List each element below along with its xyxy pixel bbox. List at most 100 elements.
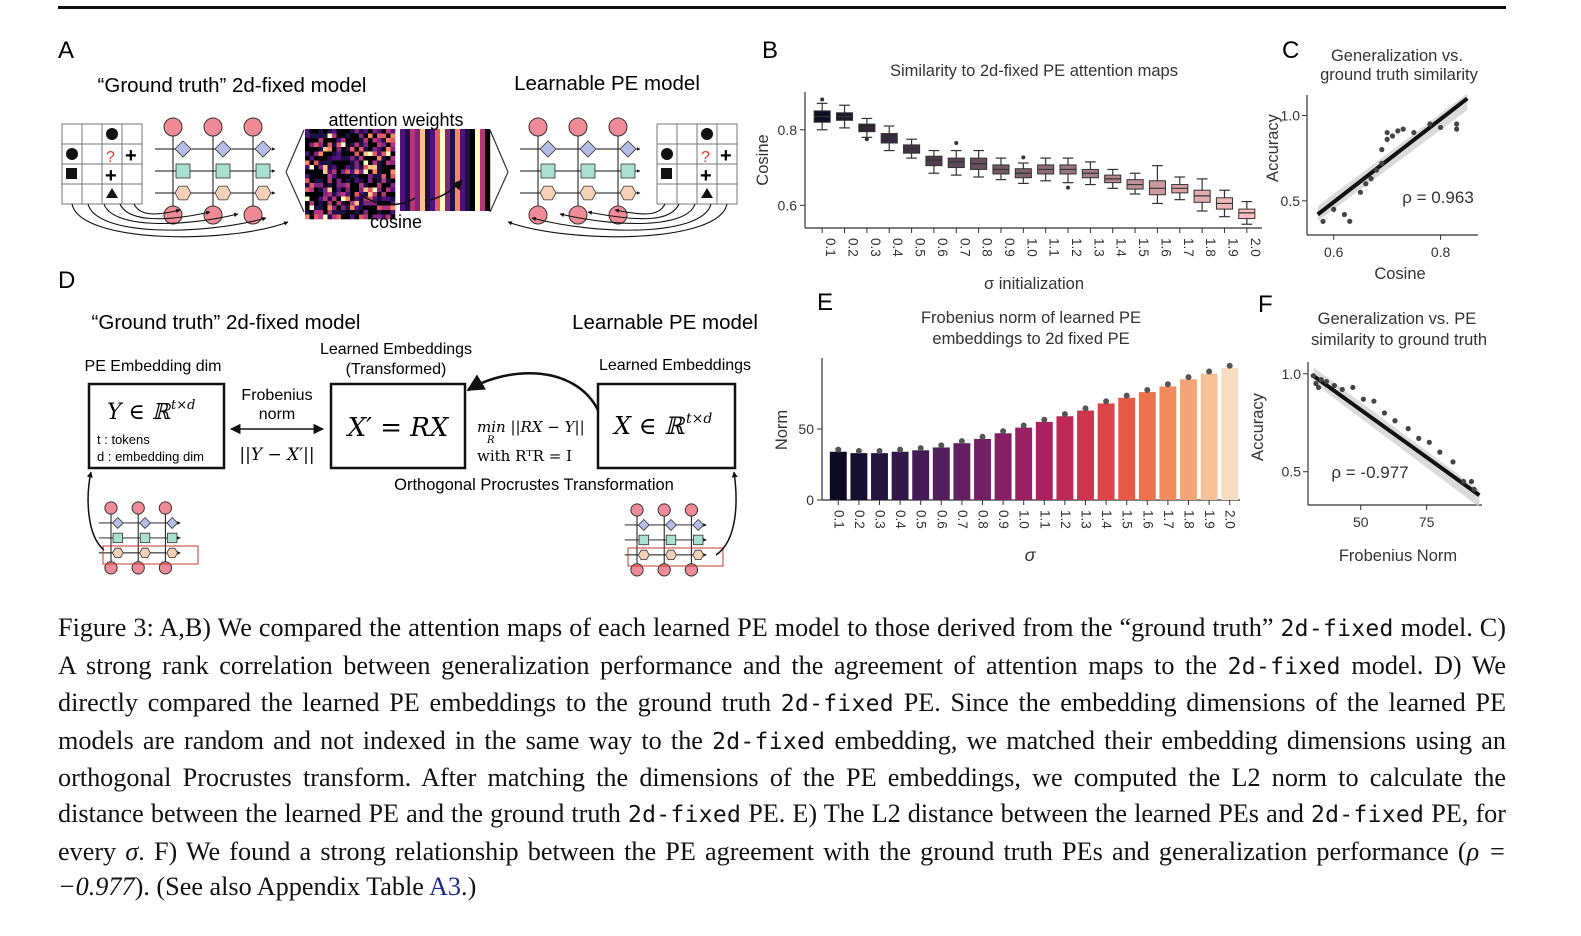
attention-cell xyxy=(323,142,328,148)
attention-cell xyxy=(336,165,342,170)
scatter-point xyxy=(1315,384,1322,391)
attention-cell xyxy=(359,174,364,179)
attention-cell xyxy=(332,214,337,220)
x-box-expr: X ∈ ℝ xyxy=(612,412,686,440)
attention-cell xyxy=(377,147,382,152)
attention-cell xyxy=(314,151,319,157)
y-tick-label: 1.0 xyxy=(1281,107,1301,123)
min-sub: R xyxy=(486,435,495,446)
attention-cell xyxy=(390,187,396,193)
attention-cell xyxy=(350,196,355,202)
attention-cell xyxy=(390,165,396,170)
bar xyxy=(1159,386,1177,500)
attention-cell xyxy=(327,138,333,143)
attention-cell xyxy=(336,214,342,220)
appendix-link[interactable]: A3 xyxy=(429,872,462,902)
bar xyxy=(871,453,888,500)
diamond-icon xyxy=(166,516,179,529)
square-icon xyxy=(167,532,178,544)
attention-cell xyxy=(372,201,378,206)
x-tick-label: 0.2 xyxy=(846,238,861,257)
bar xyxy=(1097,403,1115,500)
attention-cell xyxy=(381,165,387,170)
attention-cell xyxy=(341,160,346,166)
panel-c-title-2: ground truth similarity xyxy=(1320,66,1478,84)
attention-cell xyxy=(381,156,387,161)
attention-cell xyxy=(372,196,378,202)
attention-cell xyxy=(309,156,315,161)
attention-cell xyxy=(318,151,324,157)
caption-code: 2d-fixed xyxy=(627,801,742,828)
token-circle-icon xyxy=(528,117,548,137)
scatter-point xyxy=(1437,124,1444,131)
diamond-icon xyxy=(664,518,678,531)
attention-cell xyxy=(336,133,342,139)
attention-cell xyxy=(323,174,328,179)
attention-cell xyxy=(350,129,355,134)
attention-cell xyxy=(368,147,373,152)
attention-cell xyxy=(309,210,315,215)
attention-cell xyxy=(332,133,337,139)
diamond-icon xyxy=(138,516,152,529)
attention-cell xyxy=(390,138,396,143)
attention-cell xyxy=(341,187,346,193)
attention-cell xyxy=(327,129,333,134)
attention-cell xyxy=(363,169,369,175)
grid-world-left xyxy=(61,123,143,205)
attention-cell xyxy=(350,187,355,193)
attention-cell xyxy=(305,138,310,143)
attention-cell xyxy=(368,156,373,161)
hexagon-icon xyxy=(692,549,705,560)
scatter-point xyxy=(1411,129,1417,136)
attention-cell xyxy=(377,214,382,220)
d-right-curve xyxy=(715,471,738,556)
attention-cell xyxy=(381,147,387,152)
hexagon-icon xyxy=(539,185,557,201)
attention-cell xyxy=(323,169,328,175)
panel-e-letter: E xyxy=(817,289,833,316)
attention-cell xyxy=(386,187,391,193)
attention-cell xyxy=(363,196,369,202)
attention-cell xyxy=(359,183,364,188)
attention-cell xyxy=(350,138,355,143)
caption-text: ). (See also Appendix Table xyxy=(134,872,430,902)
embed-line: d : embedding dim xyxy=(97,449,204,464)
attention-cell xyxy=(332,201,337,206)
attention-cell xyxy=(327,160,333,166)
scatter-point xyxy=(1331,382,1337,389)
attention-cell xyxy=(386,174,391,179)
attention-cell xyxy=(327,178,333,184)
attention-cell xyxy=(386,151,391,157)
attention-cell xyxy=(305,178,310,184)
scatter-point xyxy=(1363,181,1369,187)
attention-cell xyxy=(345,165,351,170)
procrustes-label: Orthogonal Procrustes Transformation xyxy=(394,476,674,494)
bar-error-point xyxy=(938,442,945,449)
bar xyxy=(829,451,847,500)
attention-cell xyxy=(341,214,346,220)
regression-line xyxy=(1316,96,1469,217)
attention-cell xyxy=(345,169,351,175)
attention-cell xyxy=(372,169,378,175)
attention-cell xyxy=(314,196,319,202)
attention-cell xyxy=(341,196,346,202)
attention-cell xyxy=(327,214,333,220)
attention-cell xyxy=(381,205,387,211)
attention-cell xyxy=(350,201,355,206)
caption-text: PE. E) The L2 distance between the learn… xyxy=(741,798,1311,828)
attention-cell xyxy=(359,205,364,211)
attention-cell xyxy=(359,214,364,220)
attention-cell xyxy=(314,214,319,220)
y-tick-label: 50 xyxy=(798,421,814,437)
attention-cell xyxy=(336,151,342,157)
attention-cell xyxy=(390,156,396,161)
scatter-point xyxy=(1368,176,1374,182)
attention-cell xyxy=(350,142,355,148)
attention-cell xyxy=(386,142,391,148)
scatter-point xyxy=(1320,218,1326,224)
diamond-icon xyxy=(579,140,597,158)
attention-cell xyxy=(323,196,328,202)
bar-error-point xyxy=(835,446,842,453)
attention-cell xyxy=(309,165,315,170)
diamond-icon xyxy=(174,140,192,158)
